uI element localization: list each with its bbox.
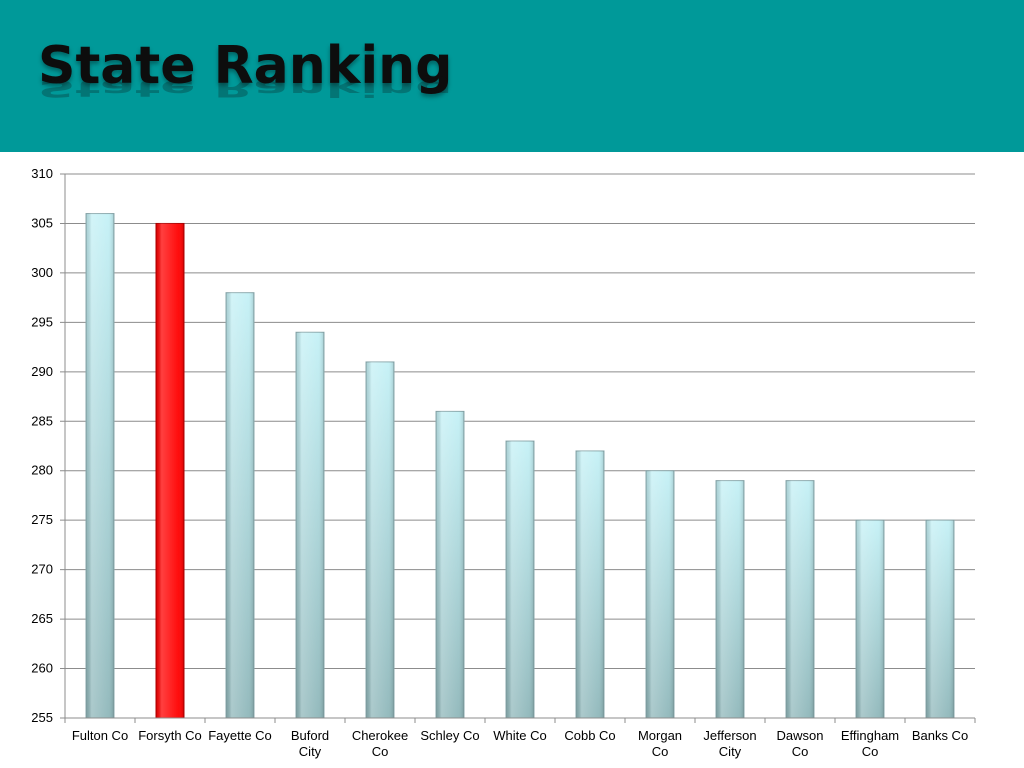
header-band	[0, 0, 1024, 152]
bar-sheen-2	[226, 292, 254, 718]
x-category-label: Effingham	[841, 728, 899, 743]
y-tick-label: 255	[31, 710, 53, 725]
y-tick-label: 305	[31, 215, 53, 230]
bar-sheen-5	[436, 411, 464, 718]
x-category-label: Fulton Co	[72, 728, 128, 743]
bar-sheen-7	[576, 450, 604, 718]
x-category-label: Fayette Co	[208, 728, 272, 743]
x-category-label: Cherokee	[352, 728, 408, 743]
y-tick-label: 300	[31, 265, 53, 280]
bar-sheen-6	[506, 441, 534, 718]
bar-sheen-9	[716, 480, 744, 718]
bar-sheen-8	[646, 470, 674, 718]
x-category-label: Jefferson	[703, 728, 756, 743]
y-tick-label: 280	[31, 463, 53, 478]
x-category-label: Schley Co	[420, 728, 479, 743]
bar-sheen-12	[926, 520, 954, 718]
y-tick-label: 275	[31, 512, 53, 527]
x-category-label: Cobb Co	[564, 728, 615, 743]
x-category-label: Co	[862, 744, 879, 759]
bar-sheen-1	[156, 223, 184, 719]
bar-sheen-4	[366, 361, 394, 718]
bar-sheen-10	[786, 480, 814, 718]
x-category-label: Co	[372, 744, 389, 759]
slide-title: State Ranking	[38, 36, 453, 96]
x-category-label: Dawson	[777, 728, 824, 743]
x-category-label: White Co	[493, 728, 546, 743]
x-category-label: Co	[652, 744, 669, 759]
labels: 255 260 265 270 275 280 285 290 295 300 305 310 Fult…	[31, 166, 968, 759]
bar-sheen-0	[86, 213, 114, 718]
y-tick-label: 285	[31, 413, 53, 428]
y-tick-label: 295	[31, 314, 53, 329]
bar-chart: 255 260 265 270 275 280 285 290 295 300 305 310 Fult…	[31, 166, 976, 759]
y-tick-label: 260	[31, 661, 53, 676]
bars	[85, 213, 955, 719]
bar-sheen-3	[296, 332, 324, 718]
y-tick-label: 310	[31, 166, 53, 181]
axes	[64, 174, 976, 723]
x-category-label: City	[299, 744, 322, 759]
y-tick-label: 290	[31, 364, 53, 379]
y-tick-label: 265	[31, 611, 53, 626]
x-category-label: Co	[792, 744, 809, 759]
bar-sheen-11	[856, 520, 884, 718]
x-category-label: Banks Co	[912, 728, 968, 743]
x-category-label: Buford	[291, 728, 329, 743]
x-category-label: City	[719, 744, 742, 759]
y-tick-label: 270	[31, 562, 53, 577]
x-category-label: Morgan	[638, 728, 682, 743]
x-category-label: Forsyth Co	[138, 728, 202, 743]
